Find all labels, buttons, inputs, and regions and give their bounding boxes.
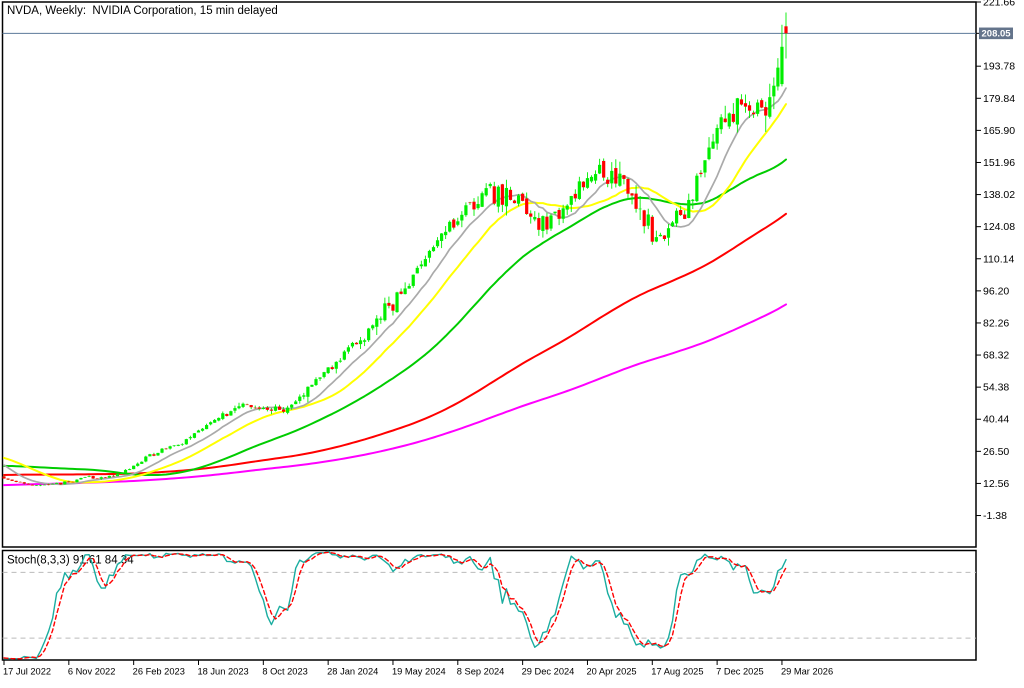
svg-text:8 Oct 2023: 8 Oct 2023 bbox=[262, 667, 307, 677]
svg-text:17 Jul 2022: 17 Jul 2022 bbox=[3, 667, 51, 677]
svg-text:96.20: 96.20 bbox=[983, 285, 1009, 297]
svg-text:7 Dec 2025: 7 Dec 2025 bbox=[716, 667, 764, 677]
svg-text:208.05: 208.05 bbox=[982, 29, 1012, 40]
svg-text:138.02: 138.02 bbox=[983, 189, 1015, 201]
svg-text:151.96: 151.96 bbox=[983, 157, 1015, 169]
svg-text:26.50: 26.50 bbox=[983, 446, 1009, 458]
svg-text:NVDA, Weekly: NVIDIA Corporat: NVDA, Weekly: NVIDIA Corporation, 15 min… bbox=[7, 5, 278, 17]
svg-text:165.90: 165.90 bbox=[983, 125, 1015, 137]
svg-text:20 Apr 2025: 20 Apr 2025 bbox=[586, 667, 636, 677]
svg-text:179.84: 179.84 bbox=[983, 93, 1015, 105]
svg-text:19 May 2024: 19 May 2024 bbox=[392, 667, 446, 677]
svg-text:124.08: 124.08 bbox=[983, 221, 1015, 233]
svg-text:193.78: 193.78 bbox=[983, 61, 1015, 73]
svg-text:221.66: 221.66 bbox=[983, 0, 1015, 9]
svg-text:29 Mar 2026: 29 Mar 2026 bbox=[781, 667, 833, 677]
svg-text:12.56: 12.56 bbox=[983, 478, 1009, 490]
svg-text:Stoch(8,3,3) 91.61 84.34: Stoch(8,3,3) 91.61 84.34 bbox=[7, 555, 134, 567]
svg-text:110.14: 110.14 bbox=[983, 253, 1014, 265]
svg-text:68.32: 68.32 bbox=[983, 350, 1009, 362]
svg-text:82.26: 82.26 bbox=[983, 317, 1009, 329]
svg-text:17 Aug 2025: 17 Aug 2025 bbox=[651, 667, 703, 677]
svg-text:8 Sep 2024: 8 Sep 2024 bbox=[457, 667, 505, 677]
svg-text:54.38: 54.38 bbox=[983, 382, 1009, 394]
svg-text:29 Dec 2024: 29 Dec 2024 bbox=[522, 667, 575, 677]
svg-text:40.44: 40.44 bbox=[983, 414, 1009, 426]
svg-text:-1.38: -1.38 bbox=[983, 510, 1007, 522]
svg-text:6 Nov 2022: 6 Nov 2022 bbox=[68, 667, 116, 677]
svg-text:28 Jan 2024: 28 Jan 2024 bbox=[327, 667, 378, 677]
svg-text:18 Jun 2023: 18 Jun 2023 bbox=[197, 667, 248, 677]
svg-text:26 Feb 2023: 26 Feb 2023 bbox=[133, 667, 185, 677]
